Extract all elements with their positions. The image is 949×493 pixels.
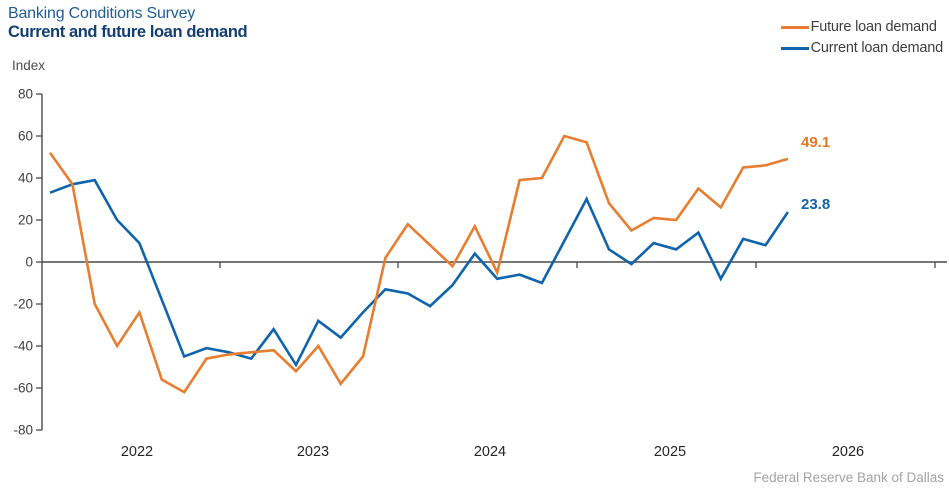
x-axis-year-label: 2022 — [121, 444, 153, 460]
y-axis-tick-label: -60 — [13, 381, 33, 396]
x-axis-year-label: 2023 — [297, 444, 329, 460]
current-series-end-value: 23.8 — [801, 196, 831, 213]
current-loan-demand-line — [49, 178, 789, 368]
x-axis-year-label: 2025 — [654, 444, 686, 460]
legend-swatch-future-icon — [780, 25, 809, 29]
y-axis-unit-label: Index — [12, 58, 46, 73]
y-axis-tick-label: -40 — [13, 339, 33, 354]
x-axis-year-label: 2024 — [474, 444, 506, 460]
legend-item-current: Current loan demand — [780, 40, 944, 56]
y-axis-tick-label: 40 — [18, 171, 33, 186]
y-axis-tick-label: 20 — [18, 213, 33, 228]
legend-label-future: Future loan demand — [810, 19, 937, 35]
future-loan-demand-line — [48, 134, 789, 394]
legend: Future loan demand Current loan demand — [780, 19, 944, 56]
report-title: Banking Conditions Survey — [8, 5, 196, 22]
legend-label-current: Current loan demand — [810, 40, 944, 56]
y-axis-tick-label: -80 — [13, 423, 33, 438]
y-axis-tick-label: 80 — [18, 87, 33, 102]
source-attribution: Federal Reserve Bank of Dallas — [753, 470, 944, 485]
y-axis-tick-label: 60 — [18, 129, 33, 144]
legend-swatch-current-icon — [780, 46, 809, 50]
y-axis-tick-label: 0 — [25, 255, 33, 270]
chart-title: Current and future loan demand — [8, 23, 248, 41]
y-axis-tick-label: -20 — [13, 297, 33, 312]
legend-item-future: Future loan demand — [780, 19, 943, 35]
future-series-end-value: 49.1 — [801, 134, 831, 151]
x-axis-year-label: 2026 — [832, 444, 864, 460]
